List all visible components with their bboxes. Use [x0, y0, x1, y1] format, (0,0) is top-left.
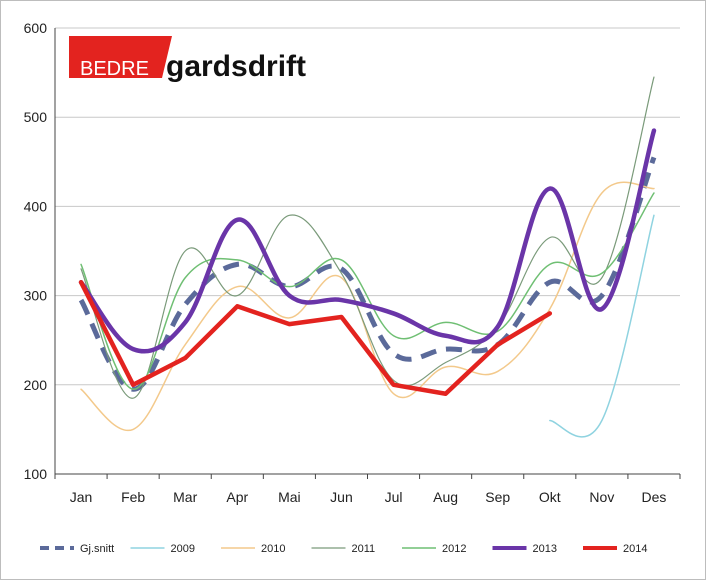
legend-label: 2013 [533, 543, 557, 555]
y-tick-label: 400 [24, 198, 48, 214]
y-tick-label: 600 [24, 20, 48, 36]
x-tick-label: Jul [385, 489, 403, 505]
series-line-gj-snitt [78, 156, 657, 392]
x-tick-label: Mai [278, 489, 301, 505]
legend-label: 2009 [171, 543, 195, 555]
x-tick-label: Aug [433, 489, 458, 505]
y-tick-label: 500 [24, 109, 48, 125]
x-tick-label: Mar [173, 489, 197, 505]
x-tick-label: Des [642, 489, 667, 505]
x-tick-label: Apr [226, 489, 248, 505]
series-lines [78, 76, 657, 438]
series-line-2014 [78, 279, 553, 396]
legend-label: 2010 [261, 543, 285, 555]
series-line-2013 [78, 128, 657, 354]
logo-name: gardsdrift [166, 50, 306, 83]
series-line-2009 [549, 214, 655, 438]
legend-label: 2011 [352, 543, 376, 555]
x-tick-label: Okt [539, 489, 561, 505]
x-tick-label: Feb [121, 489, 145, 505]
y-tick-label: 100 [24, 466, 48, 482]
logo-prefix: BEDRE [80, 58, 149, 80]
series-line-2011 [80, 76, 655, 399]
y-tick-label: 200 [24, 377, 48, 393]
y-axis-ticks: 100 200 300 400 500 600 [24, 20, 48, 482]
legend-label: 2012 [442, 543, 466, 555]
y-tick-label: 300 [24, 288, 48, 304]
x-tick-label: Sep [485, 489, 510, 505]
series-line-2010 [80, 181, 655, 432]
legend-label: Gj.snitt [80, 543, 114, 555]
legend-label: 2014 [623, 543, 647, 555]
x-tick-label: Nov [589, 489, 614, 505]
logo-red-banner [69, 36, 172, 78]
logo: BEDRE gardsdrift [69, 36, 306, 83]
x-tick-label: Jun [330, 489, 353, 505]
x-axis-ticks: Jan Feb Mar Apr Mai Jun Jul Aug Sep Okt Nov Des [54, 474, 681, 505]
legend: Gj.snitt 2009 2010 2011 2012 2013 2014 [40, 543, 647, 555]
x-tick-label: Jan [70, 489, 93, 505]
